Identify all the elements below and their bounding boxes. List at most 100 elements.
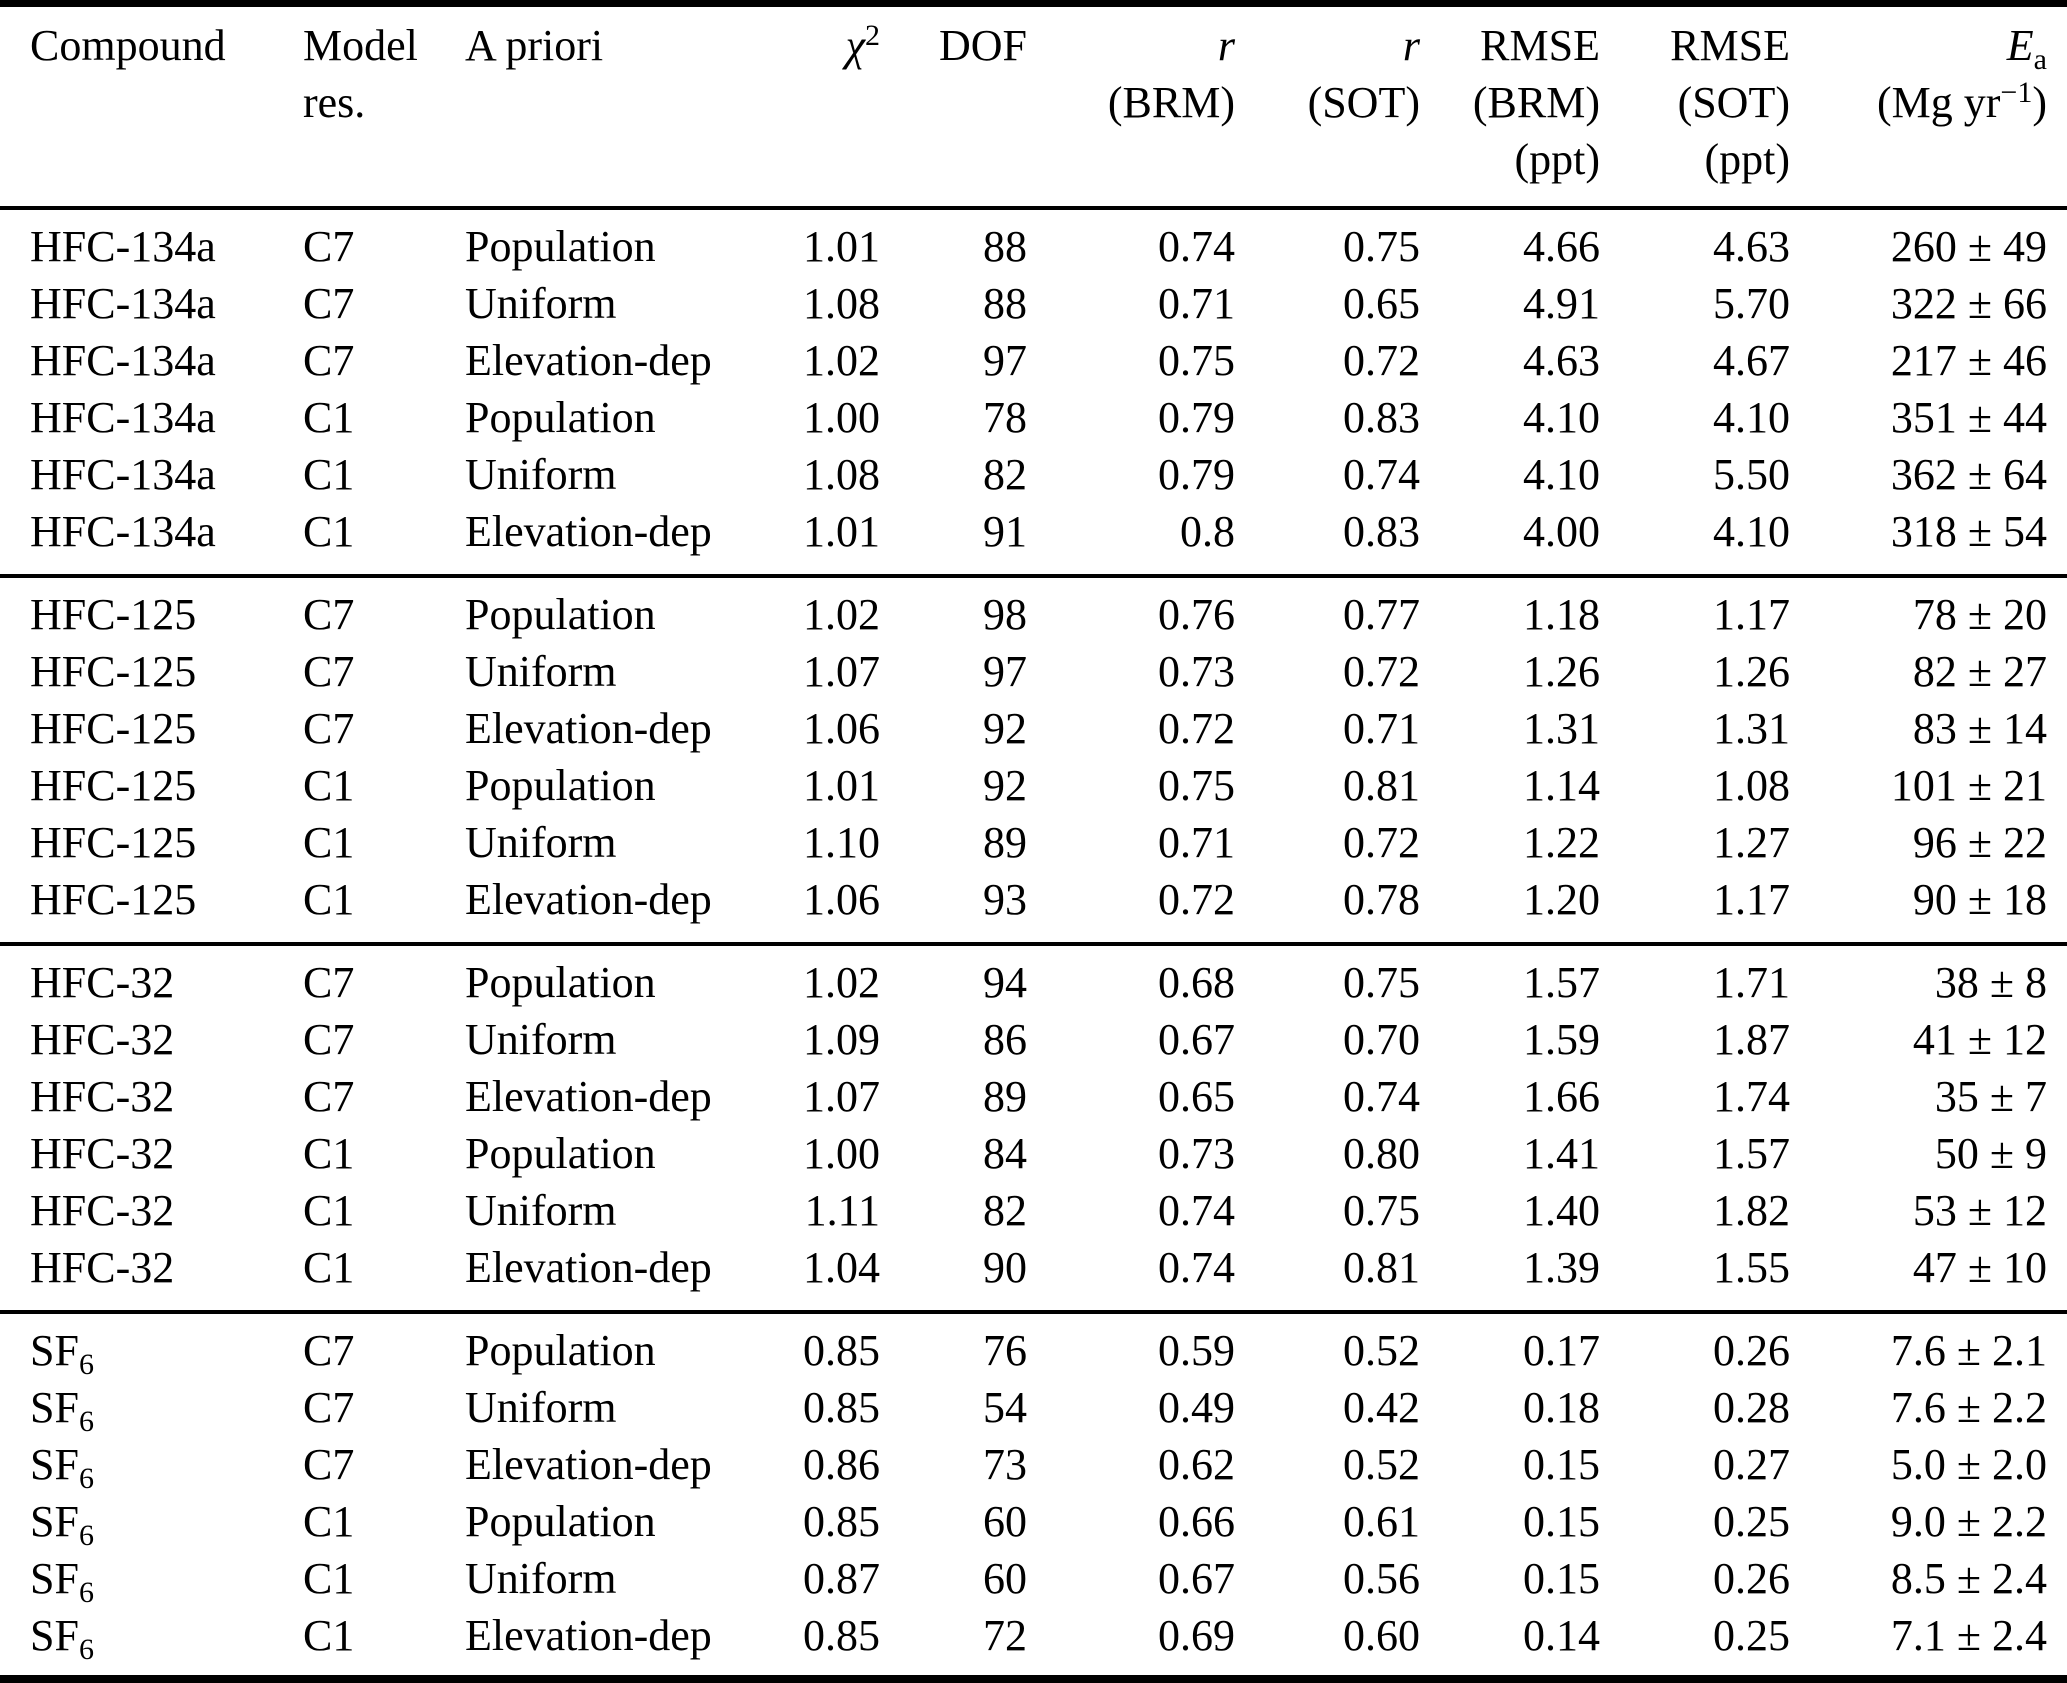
cell-chi2: 1.07 xyxy=(803,1072,880,1121)
cell-rmse-sot: 4.10 xyxy=(1713,507,1790,556)
cell-compound: HFC-134a xyxy=(30,336,216,385)
cell-rmse-brm: 0.15 xyxy=(1523,1554,1600,1603)
cell-rmse-brm: 1.26 xyxy=(1523,647,1600,696)
cell-rmse-brm: 1.31 xyxy=(1523,704,1600,753)
header-chi2-label: χ2 xyxy=(845,19,880,71)
cell-rmse-brm: 0.15 xyxy=(1523,1440,1600,1489)
cell-r-sot: 0.81 xyxy=(1343,1243,1420,1292)
table-row: SF6 C1 Elevation-dep 0.85 72 0.69 0.60 0… xyxy=(0,1607,2067,1666)
cell-rmse-sot: 0.26 xyxy=(1713,1326,1790,1375)
cell-r-brm: 0.62 xyxy=(1158,1440,1235,1489)
cell-dof: 90 xyxy=(983,1243,1027,1292)
header-compound: Compound xyxy=(0,17,273,188)
cell-rmse-brm: 1.59 xyxy=(1523,1015,1600,1064)
cell-chi2: 0.85 xyxy=(803,1611,880,1660)
cell-chi2: 0.87 xyxy=(803,1554,880,1603)
cell-rmse-brm: 1.66 xyxy=(1523,1072,1600,1121)
header-rmse-sot-unit: (ppt) xyxy=(1704,135,1790,184)
header-rmse-sot: RMSE (SOT) (ppt) xyxy=(1600,17,1790,188)
cell-r-sot: 0.81 xyxy=(1343,761,1420,810)
table-row: HFC-125 C7 Population 1.02 98 0.76 0.77 … xyxy=(0,586,2067,643)
cell-model-res: C7 xyxy=(303,1015,355,1064)
cell-rmse-brm: 1.41 xyxy=(1523,1129,1600,1178)
table-row: HFC-32 C1 Uniform 1.11 82 0.74 0.75 1.40… xyxy=(0,1182,2067,1239)
cell-rmse-sot: 0.25 xyxy=(1713,1611,1790,1660)
cell-a-priori: Uniform xyxy=(465,1015,617,1064)
cell-r-brm: 0.59 xyxy=(1158,1326,1235,1375)
cell-r-sot: 0.83 xyxy=(1343,507,1420,556)
cell-r-sot: 0.83 xyxy=(1343,393,1420,442)
cell-model-res: C1 xyxy=(303,1497,355,1546)
table-top-rule xyxy=(0,0,2067,7)
table-row: HFC-125 C1 Elevation-dep 1.06 93 0.72 0.… xyxy=(0,871,2067,928)
cell-rmse-brm: 1.39 xyxy=(1523,1243,1600,1292)
cell-model-res: C1 xyxy=(303,818,355,867)
cell-ea: 362 ± 64 xyxy=(1890,450,2047,499)
cell-compound: HFC-134a xyxy=(30,507,216,556)
cell-dof: 94 xyxy=(983,958,1027,1007)
cell-rmse-sot: 1.82 xyxy=(1713,1186,1790,1235)
cell-ea: 53 ± 12 xyxy=(1912,1186,2047,1235)
cell-r-brm: 0.71 xyxy=(1158,279,1235,328)
cell-a-priori: Elevation-dep xyxy=(465,704,712,753)
cell-r-brm: 0.79 xyxy=(1158,393,1235,442)
cell-model-res: C7 xyxy=(303,1072,355,1121)
cell-r-sot: 0.74 xyxy=(1343,450,1420,499)
cell-r-sot: 0.72 xyxy=(1343,647,1420,696)
table-row: HFC-134a C7 Uniform 1.08 88 0.71 0.65 4.… xyxy=(0,275,2067,332)
header-chi2: χ2 xyxy=(780,17,880,188)
table-row: HFC-125 C1 Population 1.01 92 0.75 0.81 … xyxy=(0,757,2067,814)
header-rmse-sot-model: (SOT) xyxy=(1677,78,1790,127)
cell-rmse-brm: 0.18 xyxy=(1523,1383,1600,1432)
cell-rmse-sot: 4.10 xyxy=(1713,393,1790,442)
cell-rmse-brm: 4.63 xyxy=(1523,336,1600,385)
cell-chi2: 1.10 xyxy=(803,818,880,867)
cell-dof: 88 xyxy=(983,279,1027,328)
cell-a-priori: Elevation-dep xyxy=(465,1072,712,1121)
table-row: HFC-125 C7 Uniform 1.07 97 0.73 0.72 1.2… xyxy=(0,643,2067,700)
cell-a-priori: Population xyxy=(465,222,656,271)
cell-ea: 38 ± 8 xyxy=(1934,958,2047,1007)
table-row: SF6 C1 Uniform 0.87 60 0.67 0.56 0.15 0.… xyxy=(0,1550,2067,1608)
table-row: HFC-125 C1 Uniform 1.10 89 0.71 0.72 1.2… xyxy=(0,814,2067,871)
cell-compound: HFC-32 xyxy=(30,1129,175,1178)
cell-chi2: 1.09 xyxy=(803,1015,880,1064)
cell-compound: SF6 xyxy=(30,1440,94,1495)
cell-rmse-brm: 0.17 xyxy=(1523,1326,1600,1375)
cell-r-sot: 0.72 xyxy=(1343,336,1420,385)
cell-a-priori: Population xyxy=(465,590,656,639)
cell-model-res: C7 xyxy=(303,1326,355,1375)
cell-r-sot: 0.52 xyxy=(1343,1440,1420,1489)
cell-compound: HFC-32 xyxy=(30,958,175,1007)
cell-r-brm: 0.49 xyxy=(1158,1383,1235,1432)
cell-model-res: C7 xyxy=(303,279,355,328)
table-row: HFC-125 C7 Elevation-dep 1.06 92 0.72 0.… xyxy=(0,700,2067,757)
cell-rmse-brm: 4.91 xyxy=(1523,279,1600,328)
cell-r-brm: 0.76 xyxy=(1158,590,1235,639)
header-r-sot: r (SOT) xyxy=(1235,17,1420,188)
cell-rmse-sot: 1.87 xyxy=(1713,1015,1790,1064)
cell-dof: 89 xyxy=(983,1072,1027,1121)
cell-rmse-sot: 4.67 xyxy=(1713,336,1790,385)
cell-rmse-sot: 5.70 xyxy=(1713,279,1790,328)
header-ea-symbol: Ea xyxy=(2006,21,2047,76)
cell-model-res: C7 xyxy=(303,647,355,696)
compound-subscript: 6 xyxy=(78,1633,94,1666)
cell-r-brm: 0.67 xyxy=(1158,1015,1235,1064)
cell-rmse-sot: 1.74 xyxy=(1713,1072,1790,1121)
header-dof-label: DOF xyxy=(938,21,1027,70)
cell-dof: 60 xyxy=(983,1554,1027,1603)
cell-r-brm: 0.74 xyxy=(1158,1243,1235,1292)
cell-a-priori: Uniform xyxy=(465,647,617,696)
cell-rmse-brm: 4.66 xyxy=(1523,222,1600,271)
cell-dof: 60 xyxy=(983,1497,1027,1546)
compound-group: HFC-125 C7 Population 1.02 98 0.76 0.77 … xyxy=(0,574,2067,942)
cell-r-brm: 0.74 xyxy=(1158,1186,1235,1235)
cell-r-brm: 0.73 xyxy=(1158,1129,1235,1178)
cell-r-sot: 0.77 xyxy=(1343,590,1420,639)
cell-model-res: C1 xyxy=(303,393,355,442)
cell-dof: 92 xyxy=(983,704,1027,753)
cell-r-sot: 0.75 xyxy=(1343,958,1420,1007)
cell-r-sot: 0.71 xyxy=(1343,704,1420,753)
